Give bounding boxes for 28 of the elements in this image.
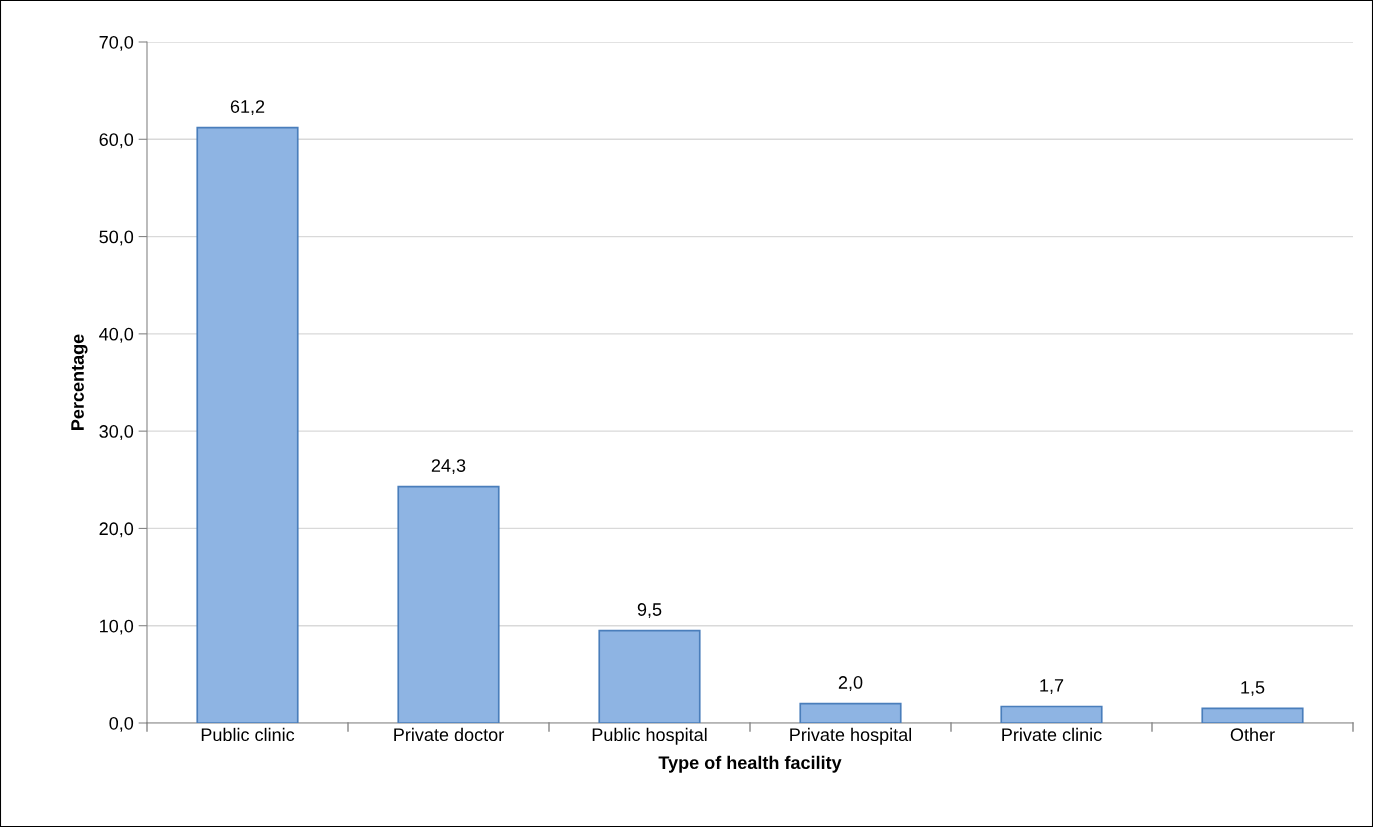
- data-label: 9,5: [637, 603, 662, 619]
- y-tick-label: 50,0: [99, 230, 134, 246]
- data-label: 24,3: [431, 459, 466, 475]
- data-label: 1,7: [1040, 679, 1064, 694]
- bar: [1000, 705, 1103, 723]
- y-tick-label: 0,0: [109, 716, 134, 732]
- data-label: 2,0: [838, 676, 863, 691]
- y-tick-label: 60,0: [99, 133, 134, 149]
- bar: [1201, 707, 1304, 723]
- y-tick-label: 10,0: [100, 619, 134, 635]
- bar: [799, 702, 902, 723]
- x-axis-title: Type of health facility: [658, 755, 842, 773]
- x-tick-label: Public hospital: [592, 727, 707, 745]
- x-tick-label: Other: [1230, 727, 1275, 742]
- bar: [397, 485, 500, 723]
- bar: [196, 126, 299, 723]
- y-tick-label: 40,0: [99, 327, 134, 343]
- y-tick-label: 70,0: [99, 35, 134, 51]
- x-tick-label: Private doctor: [394, 727, 504, 742]
- x-tick-label: Private hospital: [790, 727, 912, 745]
- x-tick-label: Private clinic: [1002, 727, 1102, 742]
- y-tick-label: 30,0: [99, 425, 134, 440]
- y-tick-label: 20,0: [99, 522, 134, 538]
- data-label: 1,5: [1241, 681, 1265, 696]
- x-tick-label: Public clinic: [201, 727, 295, 742]
- bar: [598, 629, 701, 723]
- y-axis-title: Percentage: [71, 334, 88, 430]
- data-label: 61,2: [230, 100, 265, 116]
